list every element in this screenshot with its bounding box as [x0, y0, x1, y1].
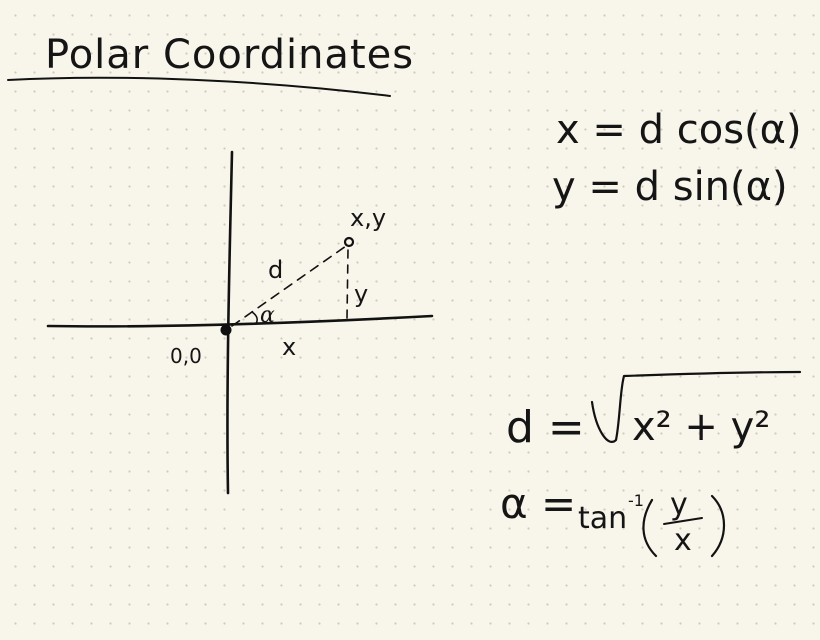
origin-point [221, 325, 232, 336]
alpha-equation-fn: tan [578, 501, 627, 536]
equation-x: x = d cos(α) [556, 107, 802, 153]
y-axis [227, 152, 232, 493]
angle-label: α [260, 303, 275, 328]
point-xy [345, 238, 353, 246]
y-projection-line [347, 250, 348, 318]
point-label: x,y [350, 204, 386, 232]
alpha-equation-numerator: y [670, 487, 688, 522]
equation-y: y = d sin(α) [552, 164, 788, 210]
distance-label: d [268, 256, 283, 284]
origin-label: 0,0 [170, 344, 202, 368]
distance-line [232, 246, 346, 326]
left-paren [643, 500, 656, 556]
page-title: Polar Coordinates [45, 32, 414, 78]
alpha-equation-exponent: -1 [628, 491, 644, 510]
alpha-equation-lhs: α = [500, 479, 576, 528]
title-underline [8, 78, 390, 96]
angle-arc [252, 312, 257, 324]
alpha-equation-denominator: x [674, 523, 692, 558]
x-segment-label: x [282, 333, 296, 361]
d-equation-radicand: x² + y² [632, 404, 770, 450]
y-segment-label: y [354, 280, 368, 308]
right-paren [712, 496, 724, 556]
d-equation-lhs: d = [506, 402, 585, 453]
